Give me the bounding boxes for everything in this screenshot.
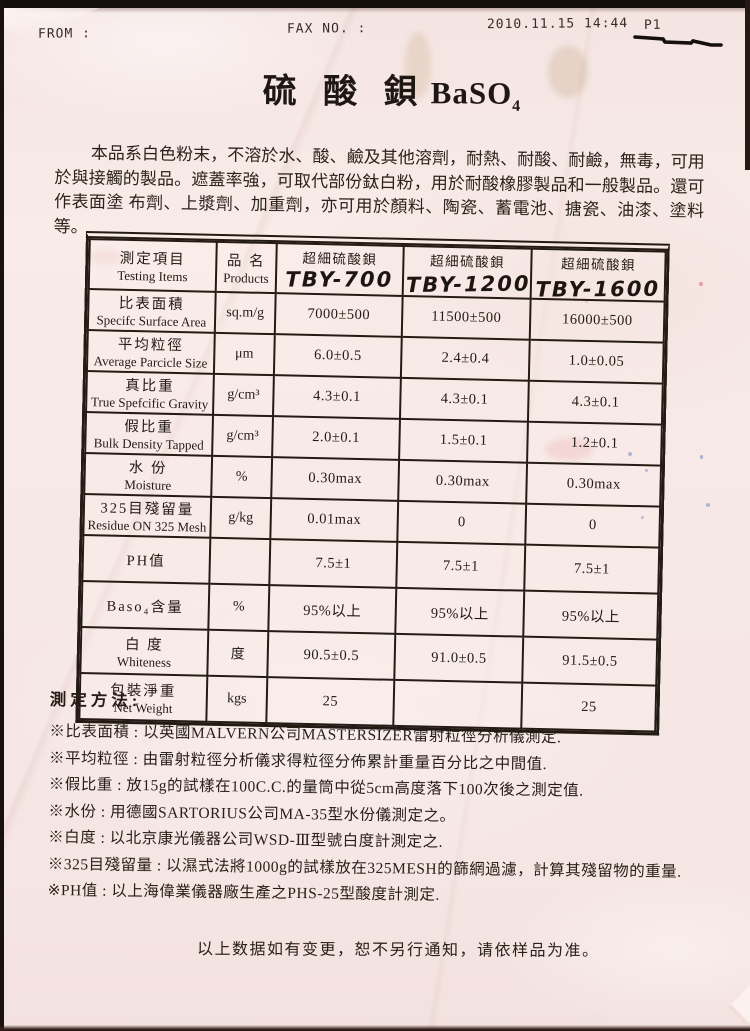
specification-table: 測定項目 Testing Items 品 名 Products 超細硫酸鋇 TB… xyxy=(75,231,670,736)
value-cell: 1.2±0.1 xyxy=(527,421,662,466)
title-chinese: 硫 酸 鋇 xyxy=(262,73,427,112)
item-name-en: Bulk Density Tapped xyxy=(93,435,204,453)
item-name-zh: 比表面積 xyxy=(118,295,185,314)
item-name-en: Average Parcicle Size xyxy=(93,353,208,371)
item-name-zh: 水 份 xyxy=(128,459,168,477)
item-name-en: Specifc Surface Area xyxy=(96,312,207,330)
fax-page-number: P1 xyxy=(643,17,662,33)
value-cell: 90.5±0.5 xyxy=(267,631,396,680)
scanner-edge-right xyxy=(745,0,750,170)
value-cell: 4.3±0.1 xyxy=(399,377,530,422)
value-cell: 16000±500 xyxy=(530,298,665,343)
product-type-label: 超細硫酸鋇 xyxy=(560,256,637,274)
product-model-handwritten: TBY-1600 xyxy=(535,276,661,302)
fax-number-label: FAX NO. : xyxy=(286,21,367,37)
value-cell: 91.5±0.5 xyxy=(522,636,658,686)
pen-stroke xyxy=(633,35,723,47)
product-type-label: 超細硫酸鋇 xyxy=(302,250,378,268)
header-testing-items-zh: 測定項目 xyxy=(119,250,186,268)
unit-cell: g/cm³ xyxy=(212,373,275,417)
scanner-edge-bottom xyxy=(0,1025,750,1031)
header-products-en: Products xyxy=(223,269,269,286)
unit-cell: g/kg xyxy=(210,496,272,540)
item-name-zh: PH值 xyxy=(126,552,166,570)
ink-speckle xyxy=(699,282,703,286)
value-cell: 7.5±1 xyxy=(524,544,660,594)
value-cell: 4.3±0.1 xyxy=(528,380,663,425)
header-testing-items: 測定項目 Testing Items xyxy=(88,239,217,292)
item-name-zh: 白 度 xyxy=(124,636,164,654)
header-products: 品 名 Products xyxy=(215,241,277,294)
value-cell: 95%以上 xyxy=(523,590,659,640)
value-cell: 0.30max xyxy=(271,457,399,501)
testing-methods-section: 測定方法: ※比表面積 : 以英國MALVERN公司MASTERSIZER雷射粒… xyxy=(47,686,718,913)
value-cell: 7000±500 xyxy=(274,293,403,337)
unit-cell: 度 xyxy=(207,629,269,678)
value-cell: 0 xyxy=(397,500,527,545)
document-title: 硫 酸 鋇 BaSO4 xyxy=(0,62,750,117)
value-cell: 2.0±0.1 xyxy=(272,416,400,460)
header-product-tby1600: 超細硫酸鋇 TBY-1600 xyxy=(530,248,666,302)
ink-speckle xyxy=(706,503,710,507)
header-products-zh: 品 名 xyxy=(226,252,266,270)
value-cell: 7.5±1 xyxy=(396,541,526,591)
value-cell: 6.0±0.5 xyxy=(274,334,402,378)
product-model-handwritten: TBY-1200 xyxy=(405,271,531,298)
unit-cell: % xyxy=(208,583,270,632)
value-cell: 91.0±0.5 xyxy=(394,633,524,683)
item-name-zh: 325目殘留量 xyxy=(100,500,195,519)
header-product-tby1200: 超細硫酸鋇 TBY-1200 xyxy=(402,245,533,299)
value-cell: 7.5±1 xyxy=(269,539,398,588)
item-name-en: Moisture xyxy=(124,476,172,493)
scanner-edge-left xyxy=(0,0,4,1031)
scanner-edge-top xyxy=(0,0,750,8)
value-cell: 95%以上 xyxy=(268,585,397,634)
disclaimer-note: 以上数据如有变更，恕不另行通知，请依样品为准。 xyxy=(196,941,600,960)
product-model-handwritten: TBY-700 xyxy=(285,267,394,292)
value-cell: 0.30max xyxy=(526,462,662,507)
fax-timestamp: 2010.11.15 14:44 xyxy=(486,16,629,33)
item-name-zh: 真比重 xyxy=(125,377,175,395)
value-cell: 11500±500 xyxy=(401,295,531,340)
item-name-zh: 假比重 xyxy=(124,418,175,436)
folded-corner xyxy=(711,985,750,1025)
header-testing-items-en: Testing Items xyxy=(117,267,188,284)
unit-cell xyxy=(209,537,271,586)
value-cell: 0.01max xyxy=(270,498,399,542)
value-cell: 95%以上 xyxy=(395,587,525,637)
value-cell: 1.0±0.05 xyxy=(529,339,664,384)
chemical-formula: BaSO4 xyxy=(430,75,522,115)
ink-speckle xyxy=(700,455,703,459)
value-cell: 4.3±0.1 xyxy=(273,375,401,419)
fax-from-label: FROM : xyxy=(37,26,92,42)
unit-cell: μm xyxy=(213,332,275,376)
unit-cell: sq.m/g xyxy=(214,291,276,335)
value-cell: 1.5±0.1 xyxy=(398,418,529,463)
item-name-zh: Baso₄含量 xyxy=(106,598,184,616)
paper-edge-shadow xyxy=(0,8,750,13)
header-product-tby700: 超細硫酸鋇 TBY-700 xyxy=(275,243,404,296)
formula-subscript: 4 xyxy=(512,97,522,115)
unit-cell: % xyxy=(210,455,273,499)
value-cell: 2.4±0.4 xyxy=(400,336,531,381)
item-name-zh: 平均粒徑 xyxy=(117,336,185,355)
item-name-en: Whiteness xyxy=(116,653,172,670)
item-name-en: Residue ON 325 Mesh xyxy=(87,517,207,535)
item-name-en: True Spefcific Gravity xyxy=(90,394,209,412)
product-type-label: 超細硫酸鋇 xyxy=(429,253,506,271)
value-cell: 0 xyxy=(525,503,661,548)
unit-cell: g/cm³ xyxy=(211,414,274,458)
value-cell: 0.30max xyxy=(398,459,528,504)
